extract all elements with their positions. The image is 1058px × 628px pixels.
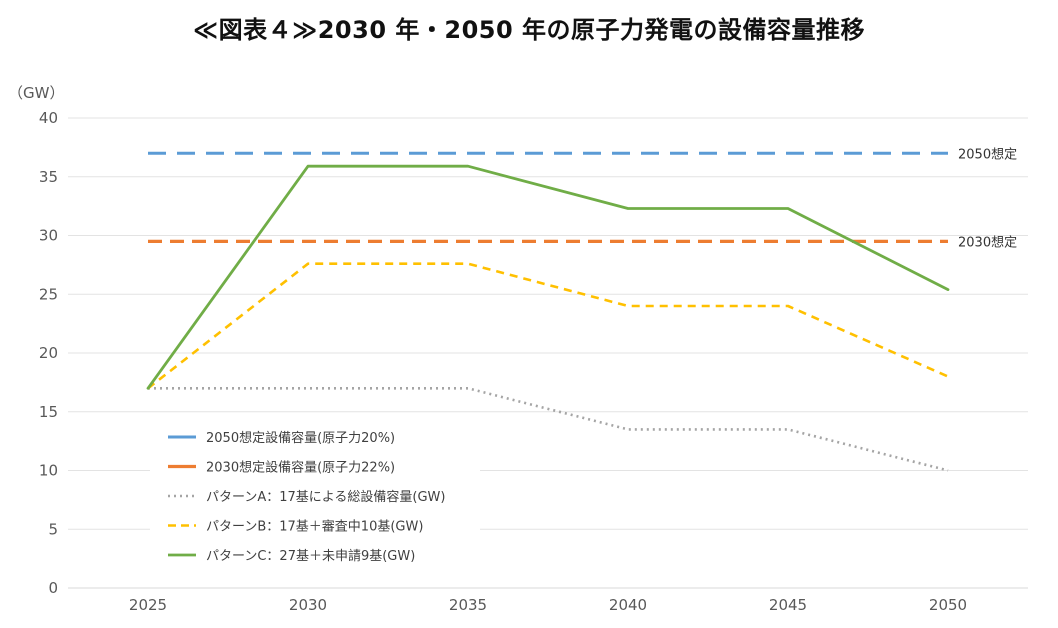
y-tick-label: 20 <box>39 344 58 362</box>
legend-label: パターンC：27基＋未申請9基(GW) <box>206 549 415 564</box>
y-tick-label: 25 <box>39 285 58 303</box>
y-tick-label: 30 <box>39 227 58 245</box>
y-tick-label: 10 <box>39 462 58 480</box>
legend: 2050想定設備容量(原子力20%) 2030想定設備容量(原子力22%) パターン… <box>150 422 480 575</box>
y-tick-label: 35 <box>39 168 58 186</box>
y-axis-ticks: 0 5 10 15 20 25 30 35 40 <box>39 109 58 597</box>
series-line-5 <box>146 164 950 390</box>
y-tick-label: 5 <box>48 520 58 538</box>
legend-label: パターンA：17基による総設備容量(GW) <box>206 489 445 505</box>
x-tick-label: 2025 <box>129 596 167 614</box>
x-tick-label: 2050 <box>929 596 967 614</box>
series-lines <box>146 151 950 472</box>
legend-label: パターンB：17基＋審査中10基(GW) <box>206 520 423 535</box>
series-end-label: 2050想定 <box>958 146 1017 162</box>
x-tick-label: 2040 <box>609 596 647 614</box>
legend-label: 2030想定設備容量(原子力22%) <box>206 460 395 476</box>
series-end-labels: 2050想定 2030想定 <box>958 146 1017 250</box>
y-axis-unit-label: （GW） <box>8 84 64 102</box>
y-tick-label: 40 <box>39 109 58 127</box>
y-tick-label: 0 <box>48 579 58 597</box>
series-end-label: 2030想定 <box>958 234 1017 250</box>
series-line-3 <box>148 386 949 472</box>
x-tick-label: 2030 <box>289 596 327 614</box>
chart-title: ≪図表４≫2030 年・2050 年の原子力発電の設備容量推移 <box>192 16 866 44</box>
series-line-4 <box>147 262 949 390</box>
legend-label: 2050想定設備容量(原子力20%) <box>206 430 395 446</box>
x-tick-label: 2045 <box>769 596 807 614</box>
legend-background <box>150 422 480 575</box>
x-tick-label: 2035 <box>449 596 487 614</box>
x-axis-ticks: 2025 2030 2035 2040 2045 2050 <box>129 596 967 614</box>
y-tick-label: 15 <box>39 403 58 421</box>
